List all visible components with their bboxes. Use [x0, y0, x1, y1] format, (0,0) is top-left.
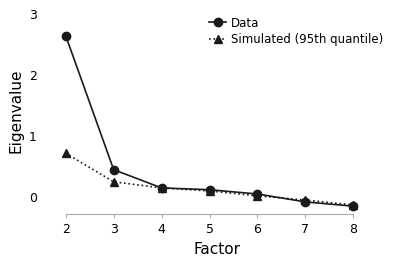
Legend: Data, Simulated (95th quantile): Data, Simulated (95th quantile) [206, 14, 386, 48]
Y-axis label: Eigenvalue: Eigenvalue [8, 69, 23, 153]
X-axis label: Factor: Factor [193, 242, 240, 257]
